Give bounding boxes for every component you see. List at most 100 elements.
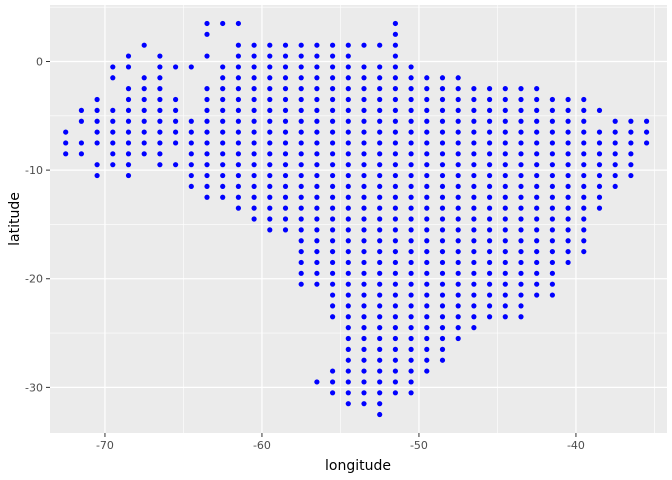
data-point (486, 238, 493, 244)
data-point (345, 303, 351, 309)
data-point (298, 238, 304, 244)
data-point (329, 314, 336, 320)
data-point (612, 129, 618, 135)
data-point (361, 118, 367, 124)
data-point (125, 64, 132, 70)
data-point (94, 140, 100, 146)
data-point (314, 216, 320, 222)
data-point (345, 259, 351, 266)
data-point (110, 64, 116, 70)
data-point (439, 140, 446, 146)
data-point (502, 172, 508, 179)
data-point (518, 151, 524, 157)
data-point (408, 151, 414, 157)
data-point (439, 270, 446, 276)
data-point (455, 270, 461, 276)
data-point (345, 335, 351, 342)
data-point (220, 151, 226, 157)
data-point (486, 216, 493, 222)
data-point (220, 96, 226, 103)
data-point (345, 216, 351, 222)
data-point (267, 227, 273, 233)
data-point (502, 259, 508, 266)
data-point (63, 151, 69, 157)
data-point (235, 42, 241, 48)
data-point (408, 292, 414, 298)
data-point (361, 303, 367, 309)
data-point (549, 281, 555, 287)
data-point (424, 140, 430, 146)
data-point (298, 53, 304, 59)
data-point (486, 292, 493, 298)
data-point (408, 346, 414, 352)
data-point (424, 96, 430, 103)
x-axis-ticks: -70 -60 -50 -40 (96, 433, 585, 452)
data-point (549, 172, 555, 179)
data-point (251, 183, 257, 190)
data-point (141, 151, 147, 157)
data-point (361, 314, 367, 320)
data-point (581, 194, 587, 200)
data-point (157, 86, 163, 92)
data-point (534, 151, 540, 157)
data-point (235, 162, 241, 168)
data-point (329, 75, 336, 81)
data-point (235, 64, 241, 70)
data-point (408, 107, 414, 113)
data-point (267, 172, 273, 179)
data-point (549, 96, 555, 103)
data-point (235, 194, 241, 200)
data-point (251, 107, 257, 113)
data-point (329, 140, 336, 146)
data-point (471, 270, 477, 276)
data-point (329, 151, 336, 157)
data-point (282, 53, 289, 59)
data-point (251, 194, 257, 200)
data-point (235, 151, 241, 157)
data-point (534, 162, 540, 168)
data-point (486, 270, 493, 276)
data-point (486, 281, 493, 287)
data-point (408, 86, 414, 92)
data-point (424, 162, 430, 168)
data-point (392, 270, 398, 276)
data-point (486, 172, 493, 179)
data-point (267, 216, 273, 222)
data-point (596, 194, 603, 200)
data-point (518, 292, 524, 298)
data-point (188, 129, 194, 135)
data-point (392, 259, 398, 266)
data-point (471, 96, 477, 103)
data-point (314, 42, 320, 48)
data-point (282, 194, 289, 200)
data-point (298, 205, 304, 211)
data-point (549, 183, 555, 190)
data-point (329, 390, 336, 396)
data-point (486, 107, 493, 113)
data-point (157, 118, 163, 124)
data-point (314, 172, 320, 179)
data-point (486, 140, 493, 146)
data-point (377, 325, 383, 331)
data-point (565, 238, 571, 244)
data-point (329, 216, 336, 222)
data-point (377, 227, 383, 233)
data-point (141, 140, 147, 146)
data-point (486, 86, 493, 92)
data-point (455, 118, 461, 124)
data-point (361, 368, 367, 374)
data-point (424, 248, 430, 255)
data-point (455, 238, 461, 244)
data-point (267, 107, 273, 113)
data-point (377, 346, 383, 352)
data-point (314, 140, 320, 146)
data-point (439, 259, 446, 266)
data-point (329, 227, 336, 233)
data-point (408, 75, 414, 81)
data-point (377, 379, 383, 385)
data-point (125, 107, 132, 113)
data-point (361, 259, 367, 266)
data-point (392, 281, 398, 287)
x-tick-label: -50 (410, 439, 428, 452)
data-point (565, 140, 571, 146)
